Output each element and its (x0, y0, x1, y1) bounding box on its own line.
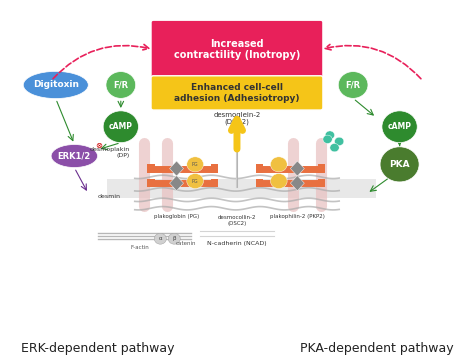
Polygon shape (291, 161, 304, 176)
Circle shape (103, 111, 138, 142)
Circle shape (335, 137, 344, 146)
Polygon shape (170, 161, 183, 176)
Circle shape (154, 233, 166, 244)
Text: N-cadherin (NCAD): N-cadherin (NCAD) (207, 241, 267, 246)
Text: F/R: F/R (113, 81, 128, 90)
Circle shape (380, 147, 419, 182)
Text: desmocollin-2
(DSC2): desmocollin-2 (DSC2) (218, 216, 256, 226)
Circle shape (187, 174, 203, 189)
Text: PG: PG (192, 162, 199, 167)
Text: β: β (173, 236, 176, 241)
Circle shape (168, 233, 180, 244)
Text: PKA: PKA (389, 160, 410, 169)
Bar (318, 179, 325, 187)
Text: Digitoxin: Digitoxin (33, 81, 79, 90)
Bar (147, 179, 155, 187)
Ellipse shape (23, 71, 88, 98)
Text: desmoglein-2
(DSG2): desmoglein-2 (DSG2) (213, 112, 261, 125)
Circle shape (187, 157, 203, 172)
Bar (147, 164, 155, 173)
Text: ⊗: ⊗ (95, 141, 102, 150)
Text: Enhanced cell-cell
adhesion (Adhesiotropy): Enhanced cell-cell adhesion (Adhesiotrop… (174, 83, 300, 103)
Bar (211, 164, 219, 173)
Text: catenin: catenin (175, 241, 196, 246)
Text: F-actin: F-actin (130, 246, 149, 251)
Text: cAMP: cAMP (388, 122, 411, 131)
Polygon shape (291, 176, 304, 191)
Text: α: α (158, 236, 162, 241)
Text: desmoplakin
(DP): desmoplakin (DP) (90, 147, 130, 158)
Bar (255, 179, 263, 187)
Text: plakophilin-2 (PKP2): plakophilin-2 (PKP2) (270, 214, 325, 219)
Circle shape (382, 111, 417, 142)
Text: Increased
contractility (Inotropy): Increased contractility (Inotropy) (174, 39, 300, 60)
Text: ERK1/2: ERK1/2 (58, 151, 91, 160)
Circle shape (330, 144, 339, 152)
Circle shape (271, 157, 287, 172)
Bar (211, 179, 219, 187)
Text: PG: PG (192, 179, 199, 184)
Bar (107, 179, 376, 198)
Text: desmin: desmin (98, 194, 121, 199)
Circle shape (338, 72, 368, 98)
Text: ERK-dependent pathway: ERK-dependent pathway (21, 342, 174, 355)
Text: cAMP: cAMP (109, 122, 133, 131)
Circle shape (106, 72, 136, 98)
Text: F/R: F/R (346, 81, 361, 90)
Polygon shape (170, 176, 183, 191)
Ellipse shape (51, 145, 98, 168)
Circle shape (325, 131, 335, 139)
Circle shape (323, 135, 332, 144)
FancyBboxPatch shape (151, 20, 323, 79)
Bar (255, 164, 263, 173)
Text: plakoglobin (PG): plakoglobin (PG) (154, 214, 199, 219)
Circle shape (271, 174, 287, 189)
Bar (318, 164, 325, 173)
FancyBboxPatch shape (151, 76, 323, 110)
Text: PKA-dependent pathway: PKA-dependent pathway (300, 342, 453, 355)
